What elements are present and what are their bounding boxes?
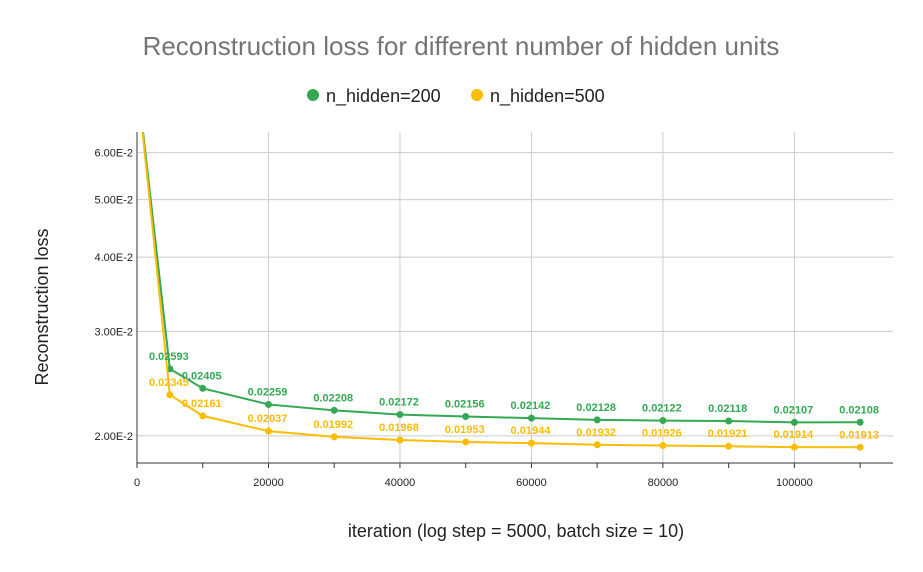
data-point-n-hidden-500	[790, 443, 798, 451]
data-point-n-hidden-200	[527, 414, 535, 422]
data-label-n-hidden-500: 0.02037	[248, 413, 288, 425]
gridlines	[136, 132, 893, 463]
y-axis-title: Reconstruction loss	[32, 228, 52, 385]
data-point-n-hidden-500	[199, 412, 207, 420]
data-point-n-hidden-500	[396, 436, 404, 444]
data-label-n-hidden-200: 0.02122	[642, 403, 682, 415]
x-tick-label: 0	[134, 477, 140, 489]
series-n-hidden-200	[142, 132, 864, 426]
data-label-n-hidden-500: 0.02161	[182, 398, 222, 410]
series	[141, 132, 864, 451]
series-line-n-hidden-200	[142, 132, 861, 424]
data-point-n-hidden-500	[166, 391, 174, 399]
series-line-n-hidden-500	[141, 132, 861, 449]
axes	[136, 132, 893, 468]
data-point-n-hidden-200	[725, 417, 733, 425]
legend-label-n-hidden-200: n_hidden=200	[326, 86, 441, 107]
data-label-n-hidden-200: 0.02208	[313, 392, 353, 404]
data-label-n-hidden-200: 0.02405	[182, 370, 222, 382]
y-tick-label: 2.00E-2	[94, 431, 133, 443]
data-label-n-hidden-200: 0.02118	[708, 403, 747, 415]
data-label-n-hidden-200: 0.02172	[379, 397, 419, 409]
data-point-n-hidden-500	[527, 439, 535, 447]
y-tick-label: 4.00E-2	[94, 252, 133, 264]
legend-marker-n-hidden-200	[307, 89, 319, 101]
data-label-n-hidden-200: 0.02259	[248, 386, 288, 398]
data-label-n-hidden-500: 0.01953	[445, 424, 485, 436]
x-tick-label: 100000	[776, 477, 813, 489]
data-point-n-hidden-200	[199, 384, 207, 392]
data-point-n-hidden-500	[593, 441, 601, 449]
data-point-n-hidden-200	[593, 416, 601, 424]
data-label-n-hidden-200: 0.02128	[576, 402, 616, 414]
chart-title: Reconstruction loss for different number…	[143, 31, 780, 61]
y-tick-label: 6.00E-2	[94, 148, 133, 160]
series-n-hidden-500	[141, 132, 864, 451]
legend-label-n-hidden-500: n_hidden=500	[490, 86, 605, 107]
x-tick-label: 60000	[516, 477, 547, 489]
data-point-n-hidden-500	[659, 442, 667, 450]
data-label-n-hidden-500: 0.01968	[379, 422, 419, 434]
data-point-n-hidden-500	[725, 442, 733, 450]
data-point-n-hidden-200	[330, 406, 338, 414]
x-tick-label: 80000	[648, 477, 679, 489]
data-labels: 0.02593 0.02405 0.02259 0.02208 0.02172 0.021…	[149, 351, 879, 441]
data-label-n-hidden-500: 0.01921	[708, 428, 748, 440]
data-point-n-hidden-200	[659, 417, 667, 425]
legend: n_hidden=200 n_hidden=500	[307, 86, 605, 107]
data-label-n-hidden-500: 0.02345	[149, 377, 189, 389]
data-point-n-hidden-500	[264, 427, 272, 435]
data-label-n-hidden-500: 0.01926	[642, 428, 682, 440]
data-point-n-hidden-200	[856, 418, 864, 426]
data-point-n-hidden-500	[462, 438, 470, 446]
legend-marker-n-hidden-500	[471, 89, 483, 101]
x-tick-label: 20000	[253, 477, 284, 489]
x-tick-label: 40000	[385, 477, 416, 489]
data-point-n-hidden-200	[462, 412, 470, 420]
data-label-n-hidden-200: 0.02156	[445, 398, 485, 410]
data-point-n-hidden-200	[264, 400, 272, 408]
data-point-n-hidden-200	[790, 418, 798, 426]
data-label-n-hidden-500: 0.01914	[774, 429, 815, 441]
data-point-n-hidden-500	[856, 443, 864, 451]
x-axis-title: iteration (log step = 5000, batch size =…	[348, 521, 684, 541]
data-label-n-hidden-200: 0.02108	[839, 404, 879, 416]
data-point-n-hidden-200	[396, 411, 404, 419]
data-label-n-hidden-200: 0.02142	[511, 400, 551, 412]
data-label-n-hidden-500: 0.01932	[576, 427, 616, 439]
y-tick-label: 3.00E-2	[94, 326, 133, 338]
tick-labels: 0 20000 40000 60000 80000 100000 2.00E-2 3.00E-…	[94, 148, 812, 489]
data-label-n-hidden-500: 0.01992	[313, 419, 353, 431]
data-label-n-hidden-200: 0.02593	[149, 351, 189, 363]
data-label-n-hidden-500: 0.01944	[511, 425, 552, 437]
data-point-n-hidden-500	[330, 433, 338, 441]
y-tick-label: 5.00E-2	[94, 195, 133, 207]
data-label-n-hidden-200: 0.02107	[774, 404, 814, 416]
data-label-n-hidden-500: 0.01913	[839, 429, 879, 441]
